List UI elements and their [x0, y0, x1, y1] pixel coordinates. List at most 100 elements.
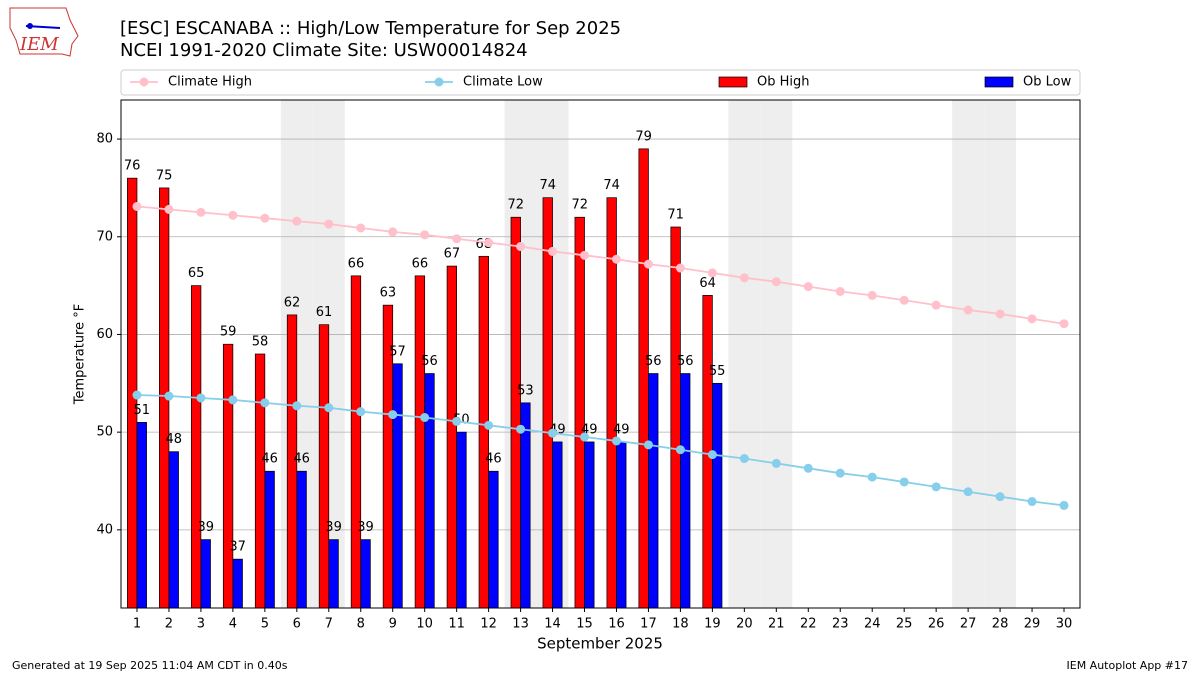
data-label: 63: [380, 286, 397, 301]
legend-swatch: [718, 76, 748, 88]
x-tick-label: 22: [800, 617, 817, 632]
data-label: 79: [635, 129, 652, 144]
bar: [616, 441, 627, 609]
x-tick-label: 3: [197, 617, 205, 632]
climate-point: [580, 432, 590, 442]
chart-title: [ESC] ESCANABA :: High/Low Temperature f…: [120, 18, 621, 39]
climate-point: [867, 290, 877, 300]
bar: [360, 539, 371, 609]
bar: [424, 373, 435, 609]
bar: [574, 216, 585, 609]
logo-text: IEM: [19, 34, 59, 55]
climate-point: [420, 413, 430, 422]
climate-point: [164, 391, 174, 401]
climate-point: [356, 407, 366, 417]
climate-point: [803, 282, 813, 292]
climate-point: [356, 223, 366, 233]
climate-point: [228, 395, 238, 405]
data-label: 59: [220, 325, 237, 340]
x-tick-label: 2: [165, 617, 173, 632]
x-tick-label: 25: [896, 617, 913, 632]
climate-point: [643, 259, 653, 269]
legend-label: Ob High: [757, 75, 810, 90]
bar: [584, 441, 595, 609]
bar: [488, 470, 499, 609]
climate-point: [132, 390, 142, 400]
data-label: 58: [252, 335, 269, 350]
x-tick-label: 23: [832, 617, 849, 632]
climate-point: [452, 234, 462, 244]
x-tick-label: 7: [325, 617, 333, 632]
data-label: 46: [485, 452, 502, 467]
y-tick-label: 80: [96, 132, 113, 147]
climate-point: [899, 295, 909, 305]
data-label: 64: [699, 276, 716, 291]
x-tick-label: 24: [864, 617, 881, 632]
data-label: 49: [613, 422, 630, 437]
y-tick-label: 50: [96, 425, 113, 440]
climate-point: [963, 305, 973, 315]
bar: [510, 216, 521, 609]
climate-point: [260, 398, 270, 408]
bar: [552, 441, 563, 609]
y-tick-label: 40: [96, 522, 113, 537]
footer-left: Generated at 19 Sep 2025 11:04 AM CDT in…: [12, 659, 288, 672]
climate-point: [1059, 319, 1069, 329]
x-tick-label: 5: [261, 617, 269, 632]
bar: [456, 431, 467, 609]
climate-point: [835, 468, 845, 478]
climate-point: [931, 482, 941, 492]
bar: [446, 265, 457, 609]
x-tick-label: 16: [608, 617, 625, 632]
climate-point: [484, 238, 494, 248]
climate-point: [548, 428, 558, 438]
data-label: 57: [389, 344, 406, 359]
x-tick-label: 8: [357, 617, 365, 632]
climate-point: [963, 487, 973, 497]
climate-point: [132, 201, 142, 211]
legend-box: [120, 69, 1081, 96]
weekend-band: [760, 100, 793, 608]
climate-point: [675, 445, 685, 455]
data-label: 71: [667, 208, 684, 223]
climate-point: [611, 436, 621, 446]
legend-label: Climate High: [168, 75, 252, 90]
bar: [222, 343, 234, 609]
x-tick-label: 19: [704, 617, 721, 632]
climate-point: [388, 227, 398, 237]
climate-point: [324, 403, 334, 413]
x-tick-label: 14: [544, 617, 561, 632]
data-label: 48: [165, 432, 182, 447]
bar: [414, 275, 426, 609]
climate-point: [803, 463, 813, 473]
climate-point: [1027, 314, 1037, 324]
climate-point: [516, 424, 526, 434]
legend-swatch: [984, 76, 1014, 88]
climate-point: [196, 207, 206, 217]
climate-point: [899, 477, 909, 487]
climate-point: [867, 472, 877, 482]
bar: [190, 285, 202, 609]
climate-point: [324, 219, 334, 229]
data-label: 62: [284, 295, 301, 310]
data-label: 75: [156, 168, 173, 183]
climate-point: [739, 273, 749, 283]
x-tick-label: 18: [672, 617, 689, 632]
legend-label: Climate Low: [463, 75, 543, 90]
bar: [232, 558, 243, 609]
bar: [670, 226, 681, 609]
climate-point: [771, 458, 781, 468]
x-tick-label: 1: [133, 617, 141, 632]
climate-point: [707, 268, 717, 278]
climate-point: [995, 309, 1005, 319]
x-tick-label: 17: [640, 617, 657, 632]
data-label: 74: [539, 178, 556, 193]
x-tick-label: 29: [1024, 617, 1041, 632]
bar: [712, 382, 723, 609]
weekend-band: [728, 100, 761, 608]
climate-point: [931, 300, 941, 310]
climate-point: [643, 440, 653, 450]
climate-point: [771, 277, 781, 287]
